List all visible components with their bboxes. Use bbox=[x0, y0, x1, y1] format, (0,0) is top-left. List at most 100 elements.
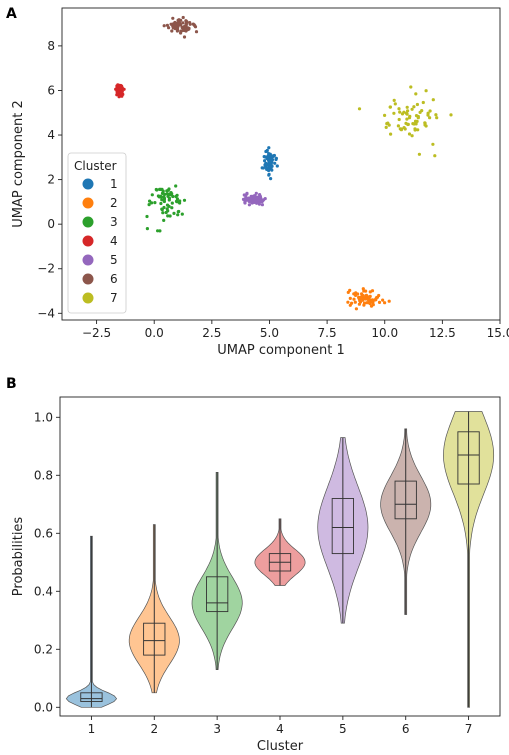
legend-label-3: 3 bbox=[110, 215, 118, 229]
point bbox=[348, 296, 352, 300]
point bbox=[194, 30, 199, 34]
cluster-1-points bbox=[260, 146, 279, 181]
point bbox=[158, 229, 162, 233]
point bbox=[265, 163, 269, 167]
point bbox=[165, 203, 170, 207]
point bbox=[245, 191, 249, 195]
point bbox=[180, 212, 184, 216]
point bbox=[434, 113, 438, 117]
point bbox=[426, 113, 430, 117]
point bbox=[181, 21, 185, 25]
legend-marker-6 bbox=[82, 273, 94, 285]
umap-y-ticks: −4 −2 0 2 4 6 8 bbox=[37, 39, 62, 320]
point bbox=[267, 152, 271, 156]
y-tick-label: 0.8 bbox=[34, 468, 53, 482]
point bbox=[362, 297, 366, 301]
point bbox=[160, 208, 164, 212]
point bbox=[369, 304, 374, 308]
violin-cluster-4 bbox=[254, 518, 306, 586]
point bbox=[169, 22, 173, 26]
point bbox=[181, 28, 185, 32]
point bbox=[249, 196, 253, 200]
point bbox=[265, 148, 269, 153]
point bbox=[150, 193, 154, 197]
point bbox=[165, 23, 169, 27]
umap-x-label: UMAP component 1 bbox=[217, 343, 345, 358]
point bbox=[167, 26, 171, 30]
legend-marker-4 bbox=[82, 235, 94, 247]
point bbox=[449, 113, 453, 117]
legend-label-2: 2 bbox=[110, 196, 118, 210]
point bbox=[267, 172, 271, 176]
violins bbox=[65, 411, 495, 708]
x-tick-label: 0.0 bbox=[145, 326, 164, 340]
y-tick-label: 1.0 bbox=[34, 410, 53, 424]
point bbox=[263, 159, 267, 163]
violin-cluster-2 bbox=[128, 524, 180, 694]
cluster-5-points bbox=[241, 191, 267, 207]
y-tick-label: 6 bbox=[47, 83, 55, 97]
iqr-box bbox=[331, 498, 354, 555]
point bbox=[346, 290, 350, 294]
point bbox=[169, 193, 173, 197]
point bbox=[267, 146, 271, 150]
violin-y-ticks: 0.0 0.2 0.4 0.6 0.8 1.0 bbox=[34, 410, 60, 714]
point bbox=[377, 300, 382, 304]
point bbox=[392, 98, 396, 102]
iqr-box bbox=[143, 622, 166, 656]
violin-cluster-5 bbox=[317, 437, 369, 624]
x-tick-label: 4 bbox=[276, 722, 284, 736]
y-tick-label: 0.0 bbox=[34, 700, 53, 714]
point bbox=[269, 165, 273, 169]
point bbox=[357, 107, 362, 111]
point bbox=[353, 300, 357, 304]
violin-y-label: Probabilities bbox=[11, 517, 26, 597]
cluster-6-points bbox=[162, 15, 199, 39]
point bbox=[161, 189, 165, 193]
point bbox=[384, 125, 388, 129]
point bbox=[416, 128, 420, 132]
point bbox=[407, 132, 412, 136]
point bbox=[409, 85, 413, 89]
x-tick-label: 2 bbox=[150, 722, 158, 736]
point bbox=[405, 105, 409, 109]
point bbox=[176, 21, 180, 25]
point bbox=[269, 157, 273, 161]
point bbox=[261, 198, 266, 202]
point bbox=[428, 116, 432, 120]
legend-items: 1 2 3 4 5 6 7 bbox=[82, 177, 118, 305]
point bbox=[428, 109, 432, 113]
point bbox=[115, 91, 119, 95]
point bbox=[147, 203, 151, 207]
point bbox=[359, 296, 363, 300]
point bbox=[184, 22, 188, 26]
point bbox=[406, 122, 410, 126]
point bbox=[400, 112, 405, 116]
point bbox=[269, 177, 273, 181]
violin-panel: 1 2 3 4 5 6 7 0.0 0.2 0.4 0.6 0.8 1.0 Cluster Proba… bbox=[11, 396, 501, 754]
point bbox=[263, 155, 267, 159]
panel-b-label: B bbox=[6, 376, 17, 392]
legend-title: Cluster bbox=[74, 159, 117, 173]
legend-box bbox=[67, 152, 127, 314]
point bbox=[274, 156, 278, 160]
point bbox=[119, 92, 123, 96]
point bbox=[373, 298, 377, 302]
y-tick-label: 2 bbox=[47, 173, 55, 187]
y-tick-label: 4 bbox=[47, 128, 55, 142]
violin-x-label: Cluster bbox=[257, 739, 304, 754]
x-tick-label: 2.5 bbox=[202, 326, 221, 340]
x-tick-label: 3 bbox=[213, 722, 221, 736]
point bbox=[170, 201, 174, 205]
point bbox=[175, 193, 179, 197]
point bbox=[248, 198, 253, 203]
point bbox=[387, 299, 391, 303]
legend-label-4: 4 bbox=[110, 234, 118, 248]
point bbox=[118, 87, 122, 91]
point bbox=[433, 154, 437, 158]
iqr-box bbox=[394, 480, 417, 520]
x-tick-label: 1 bbox=[88, 722, 96, 736]
cluster-3-points bbox=[145, 184, 187, 233]
y-tick-label: 0.6 bbox=[34, 526, 53, 540]
point bbox=[181, 15, 185, 20]
